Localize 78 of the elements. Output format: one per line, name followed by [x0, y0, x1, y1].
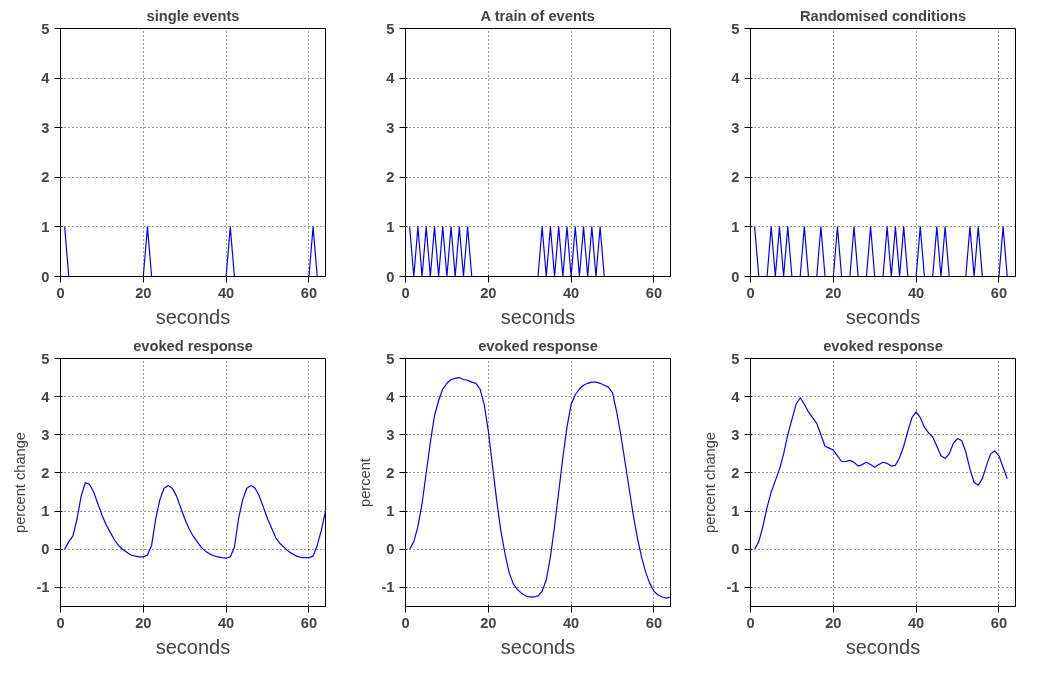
y-tick-label: 2 [41, 464, 50, 481]
y-tick-label: 1 [386, 503, 395, 520]
y-tick-label: 5 [41, 350, 50, 367]
x-tick-label: 0 [401, 614, 410, 631]
x-axis-title: seconds [845, 635, 921, 658]
y-tick-label: 4 [41, 388, 51, 405]
x-tick-label: 40 [907, 284, 925, 301]
x-tick-label: 20 [825, 614, 842, 631]
x-tick-label: 20 [135, 284, 152, 301]
chart-title: evoked response [478, 337, 598, 354]
x-tick-label: 0 [401, 284, 410, 301]
x-tick-label: 60 [990, 284, 1008, 301]
x-tick-label: 40 [907, 614, 925, 631]
y-tick-label: 2 [386, 169, 395, 186]
chart-title: Randomised conditions [799, 7, 967, 24]
y-tick-label: 1 [41, 503, 50, 520]
y-tick-label: 4 [731, 388, 741, 405]
x-tick-label: 0 [56, 614, 65, 631]
y-tick-label: 1 [41, 218, 50, 235]
x-tick-label: 40 [562, 614, 580, 631]
y-tick-label: 1 [731, 503, 740, 520]
x-tick-label: 60 [300, 284, 318, 301]
y-tick-label: 4 [41, 70, 51, 87]
chart-title: A train of events [480, 7, 595, 24]
y-tick-label: 4 [731, 70, 741, 87]
x-tick-label: 60 [645, 614, 663, 631]
y-tick-label: 0 [386, 268, 395, 285]
y-tick-label: 2 [386, 464, 395, 481]
x-axis-title: seconds [845, 305, 921, 328]
y-tick-label: 3 [41, 426, 50, 443]
y-tick-label: 3 [386, 119, 395, 136]
y-tick-label: 4 [386, 388, 396, 405]
chart-title: evoked response [823, 337, 943, 354]
y-axis-title: percent change [12, 431, 29, 534]
y-tick-label: 5 [731, 350, 740, 367]
y-axis-title: percent [357, 458, 374, 507]
y-tick-label: 4 [386, 70, 396, 87]
y-tick-label: 0 [386, 541, 395, 558]
x-tick-label: 0 [56, 284, 65, 301]
x-tick-label: 40 [217, 614, 235, 631]
x-tick-label: 60 [990, 614, 1008, 631]
y-tick-label: 1 [731, 218, 740, 235]
x-tick-label: 40 [217, 284, 235, 301]
y-tick-label: 0 [41, 541, 50, 558]
x-tick-label: 20 [135, 614, 152, 631]
x-tick-label: 60 [300, 614, 318, 631]
x-tick-label: 40 [562, 284, 580, 301]
y-tick-label: 0 [731, 268, 740, 285]
y-tick-label: 2 [731, 464, 740, 481]
x-axis-title: seconds [155, 635, 231, 658]
y-tick-label: 3 [41, 119, 50, 136]
y-tick-label: 0 [731, 541, 740, 558]
y-tick-label: 5 [386, 20, 395, 37]
y-tick-label: 5 [41, 20, 50, 37]
y-tick-label: 3 [731, 119, 740, 136]
chart-title: single events [146, 7, 240, 24]
y-tick-label: 3 [731, 426, 740, 443]
chart-title: evoked response [133, 337, 253, 354]
x-axis-title: seconds [155, 305, 231, 328]
x-tick-label: 20 [480, 614, 497, 631]
y-tick-label: 5 [731, 20, 740, 37]
y-tick-label: -1 [381, 579, 395, 596]
y-tick-label: 2 [731, 169, 740, 186]
x-tick-label: 0 [746, 614, 755, 631]
x-axis-title: seconds [500, 305, 576, 328]
y-tick-label: 1 [386, 218, 395, 235]
y-tick-label: 2 [41, 169, 50, 186]
y-tick-label: -1 [36, 579, 50, 596]
y-tick-label: 3 [386, 426, 395, 443]
x-tick-label: 0 [746, 284, 755, 301]
y-tick-label: 0 [41, 268, 50, 285]
x-tick-label: 60 [645, 284, 663, 301]
y-axis-title: percent change [702, 431, 719, 534]
y-tick-label: -1 [726, 579, 740, 596]
x-tick-label: 20 [480, 284, 497, 301]
x-tick-label: 20 [825, 284, 842, 301]
x-axis-title: seconds [500, 635, 576, 658]
y-tick-label: 5 [386, 350, 395, 367]
